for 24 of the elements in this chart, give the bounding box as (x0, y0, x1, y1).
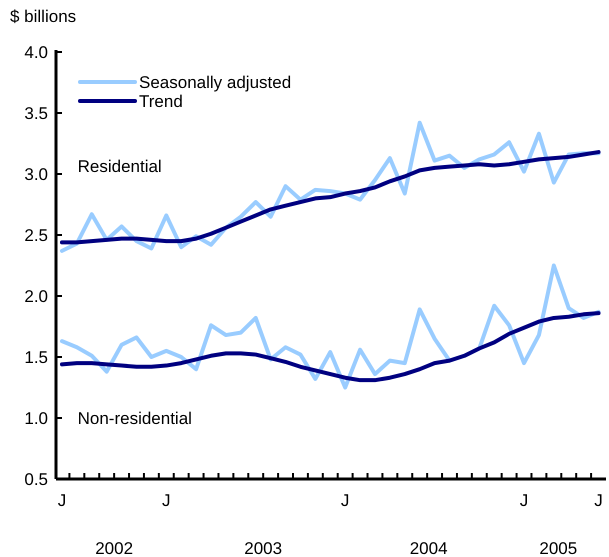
y-tick-label: 3.5 (24, 104, 48, 123)
x-tick-label: J (340, 491, 350, 510)
line-series (60, 150, 601, 244)
annotation: Non-residential (78, 409, 192, 428)
y-axis-title: $ billions (10, 7, 76, 26)
text: 2005 (539, 539, 578, 557)
y-tick-label: 1.0 (24, 408, 48, 428)
legend-label: Seasonally adjusted (139, 72, 292, 92)
text: 2003 (244, 539, 282, 557)
text: 2004 (410, 539, 448, 557)
y-tick-label: 4.0 (24, 42, 48, 62)
y-tick-label: 0.5 (24, 470, 48, 489)
y-tick-label: 2.0 (24, 286, 48, 306)
y-tick-label: 2.5 (24, 226, 48, 245)
annotation: Residential (78, 157, 162, 176)
text: 2002 (95, 539, 134, 557)
line-series (60, 311, 601, 382)
y-tick-label: 1.5 (24, 348, 48, 367)
x-tick-label: J (58, 491, 66, 510)
x-tick-label: J (594, 491, 603, 510)
legend-label: Trend (139, 92, 183, 111)
y-tick-label: 3.0 (24, 164, 48, 184)
x-tick-label: J (162, 491, 171, 510)
x-tick-label: J (520, 491, 528, 510)
